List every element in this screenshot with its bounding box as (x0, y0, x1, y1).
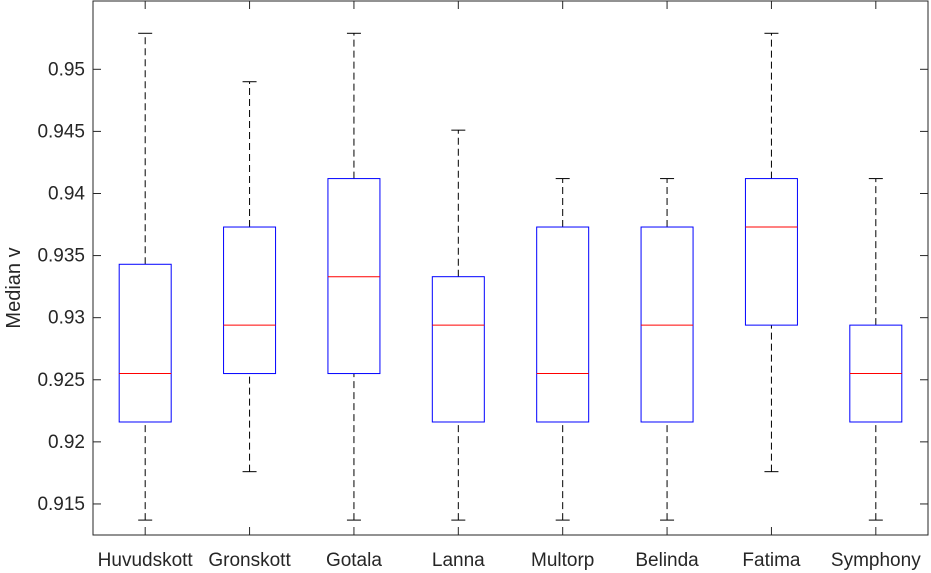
boxes-layer (118, 32, 903, 521)
iqr-box (640, 226, 694, 423)
box-symphony (849, 178, 903, 521)
iqr-box (327, 178, 381, 375)
iqr-box (744, 178, 798, 326)
y-tick-label: 0.925 (37, 370, 85, 391)
box-multorp (536, 178, 590, 521)
box-gronskott (223, 81, 277, 473)
x-tick-label: Gotala (326, 550, 382, 571)
x-tick-label: Belinda (635, 550, 699, 571)
box-fatima (744, 32, 798, 473)
y-tick-label: 0.95 (48, 59, 85, 80)
x-tick-label: Lanna (432, 550, 485, 571)
y-tick-label: 0.945 (37, 121, 85, 142)
box-gotala (327, 32, 381, 521)
iqr-box (431, 276, 485, 423)
y-tick-label: 0.935 (37, 246, 85, 267)
plot-area (92, 0, 929, 536)
iqr-box (223, 226, 277, 375)
y-axis-title: Median v (3, 247, 25, 328)
y-axis: 0.915 0.92 0.925 0.93 0.935 0.94 0.945 0.95 (37, 59, 928, 515)
box-lanna (431, 129, 485, 521)
x-tick-label: Symphony (831, 550, 921, 571)
x-axis: Huvudskott Gronskott Gotala Lanna Multorp Bel… (98, 1, 921, 571)
x-tick-label: Multorp (531, 550, 594, 571)
x-tick-label: Gronskott (208, 550, 291, 571)
box-huvudskott (118, 32, 172, 521)
y-tick-label: 0.915 (37, 494, 85, 515)
x-tick-label: Huvudskott (98, 550, 194, 571)
iqr-box (118, 263, 172, 423)
y-tick-label: 0.93 (48, 308, 85, 329)
x-tick-label: Fatima (742, 550, 801, 571)
box-belinda (640, 178, 694, 521)
y-tick-label: 0.92 (48, 432, 85, 453)
y-tick-label: 0.94 (48, 183, 85, 204)
iqr-box (536, 226, 590, 423)
